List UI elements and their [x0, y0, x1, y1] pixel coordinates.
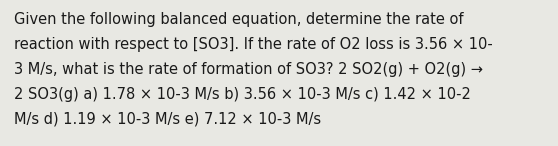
Text: M/s d) 1.19 × 10-3 M/s e) 7.12 × 10-3 M/s: M/s d) 1.19 × 10-3 M/s e) 7.12 × 10-3 M/…	[14, 112, 321, 127]
Text: reaction with respect to [SO3]. If the rate of O2 loss is 3.56 × 10-: reaction with respect to [SO3]. If the r…	[14, 37, 493, 52]
Text: 2 SO3(g) a) 1.78 × 10-3 M/s b) 3.56 × 10-3 M/s c) 1.42 × 10-2: 2 SO3(g) a) 1.78 × 10-3 M/s b) 3.56 × 10…	[14, 87, 471, 102]
Text: 3 M/s, what is the rate of formation of SO3? 2 SO2(g) + O2(g) →: 3 M/s, what is the rate of formation of …	[14, 62, 483, 77]
Text: Given the following balanced equation, determine the rate of: Given the following balanced equation, d…	[14, 12, 464, 27]
